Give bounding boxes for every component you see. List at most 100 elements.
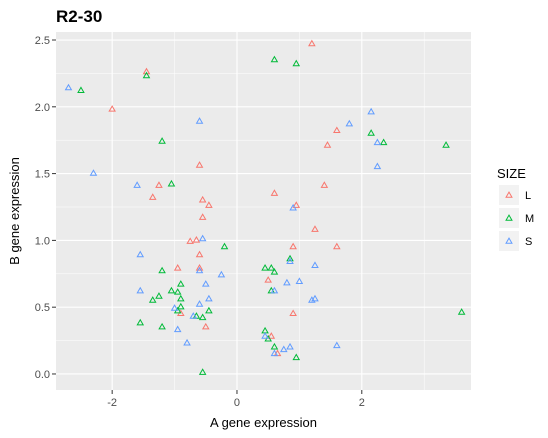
- point-m: [270, 55, 279, 63]
- point-m: [292, 59, 301, 67]
- point-s: [64, 83, 73, 91]
- y-tick-label: 2.5: [35, 35, 50, 47]
- point-l: [155, 181, 163, 188]
- point-l: [142, 67, 151, 75]
- point-l: [198, 195, 207, 203]
- legend-label-m: M: [525, 213, 534, 225]
- point-s: [373, 162, 382, 170]
- watermark-url: keyandou.com: [468, 422, 533, 433]
- point-s: [333, 341, 341, 349]
- y-tick-label: 2.0: [35, 102, 50, 114]
- y-tick-label: 1.0: [35, 235, 50, 247]
- point-s: [311, 261, 319, 268]
- watermark-logo: [426, 394, 454, 422]
- legend-label-s: S: [525, 236, 532, 248]
- legend-key-l: [499, 185, 519, 205]
- point-s: [308, 296, 316, 303]
- point-s: [89, 169, 98, 176]
- point-l: [292, 201, 301, 208]
- point-m: [158, 266, 166, 274]
- point-l: [198, 213, 207, 220]
- point-m: [177, 280, 185, 287]
- legend-marker-s: [505, 237, 513, 244]
- point-m: [136, 318, 145, 326]
- point-s: [205, 294, 213, 302]
- point-m: [270, 342, 279, 350]
- point-s: [195, 266, 204, 274]
- y-axis: 0.0 0.5 1.0 1.5 2.0 2.5: [35, 35, 56, 381]
- legend-label-l: L: [525, 190, 531, 202]
- point-m: [367, 129, 375, 136]
- point-m: [155, 292, 163, 299]
- point-s: [367, 107, 375, 115]
- y-axis-title: B gene expression: [7, 157, 22, 265]
- point-m: [220, 242, 229, 250]
- point-m: [177, 302, 185, 310]
- point-s: [183, 338, 191, 346]
- point-s: [283, 278, 291, 286]
- point-l: [270, 189, 279, 196]
- legend-key-s: [499, 231, 519, 251]
- point-s: [217, 270, 226, 278]
- point-s: [136, 286, 145, 294]
- point-m: [198, 368, 207, 375]
- legend-marker-l: [505, 191, 513, 198]
- x-axis-title: A gene expression: [210, 415, 317, 430]
- minor-gridlines: [56, 32, 471, 390]
- point-l: [320, 181, 329, 188]
- point-s: [195, 117, 204, 124]
- point-s: [133, 181, 141, 188]
- point-m: [142, 71, 151, 79]
- point-l: [108, 105, 116, 112]
- point-m: [167, 179, 176, 187]
- point-m: [267, 264, 276, 271]
- major-gridlines: [56, 32, 471, 390]
- watermark: 科研动力 keyandou.com: [426, 394, 533, 433]
- point-l: [289, 309, 297, 317]
- point-l: [267, 332, 276, 339]
- point-m: [148, 296, 157, 303]
- y-tick-label: 0.5: [35, 302, 50, 314]
- point-s: [198, 234, 207, 242]
- point-s: [270, 286, 279, 294]
- point-m: [205, 306, 213, 314]
- point-m: [158, 137, 166, 144]
- y-tick-label: 0.0: [35, 369, 50, 381]
- point-s: [286, 342, 294, 350]
- point-l: [186, 237, 194, 244]
- point-m: [198, 313, 207, 321]
- point-m: [261, 264, 269, 271]
- legend-key-m: [499, 208, 519, 228]
- point-l: [308, 39, 316, 47]
- watermark-text: 科研动力: [458, 398, 522, 417]
- point-m: [442, 141, 450, 148]
- point-m: [379, 138, 388, 146]
- x-tick-label: 2: [359, 397, 365, 409]
- point-l: [205, 201, 213, 208]
- point-l: [264, 276, 272, 283]
- point-l: [195, 264, 204, 271]
- point-m: [77, 86, 85, 93]
- point-s: [170, 304, 179, 311]
- point-m: [270, 268, 279, 275]
- chart-title: R2-30: [56, 7, 102, 26]
- point-l: [333, 242, 341, 250]
- point-l: [192, 235, 201, 243]
- point-s: [189, 312, 198, 319]
- x-axis: -2 0 2: [107, 390, 365, 409]
- point-s: [345, 119, 354, 127]
- data-points: [64, 39, 466, 375]
- point-m: [177, 294, 185, 302]
- point-s: [289, 203, 297, 211]
- point-s: [286, 257, 294, 264]
- point-s: [261, 332, 269, 339]
- point-s: [136, 250, 145, 258]
- y-tick-label: 1.5: [35, 169, 50, 181]
- point-l: [148, 193, 157, 200]
- point-s: [295, 277, 304, 284]
- point-l: [323, 141, 332, 148]
- point-l: [201, 322, 210, 330]
- point-m: [173, 288, 182, 295]
- point-l: [289, 242, 297, 250]
